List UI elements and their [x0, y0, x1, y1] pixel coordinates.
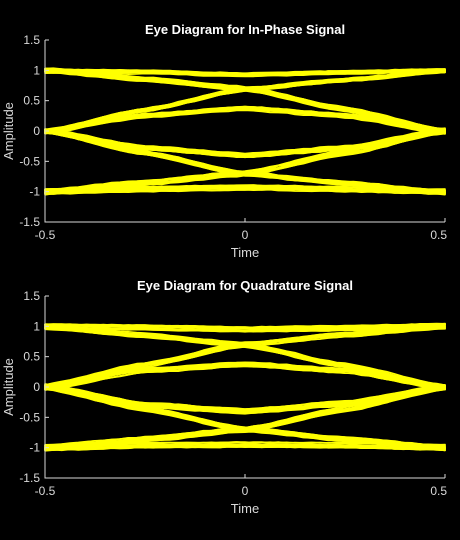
in-phase-series-0 — [44, 67, 446, 78]
in-phase-x-tick-label: 0 — [242, 228, 249, 242]
quadrature-ticks: -1.5 -1 -0.5 0 0.5 1 1.5 -0.5 0 0.5 — [19, 289, 447, 498]
in-phase-x-tick-label: 0.5 — [430, 228, 447, 242]
quadrature-trace-line — [44, 361, 446, 387]
quadrature-x-tick-label: -0.5 — [35, 484, 56, 498]
in-phase-trace-line — [44, 129, 446, 156]
in-phase-x-tick-label: -0.5 — [35, 228, 56, 242]
in-phase-eye-panel: Eye Diagram for In-Phase Signal -1.5 -1 -0… — [1, 22, 447, 260]
in-phase-trace-line — [44, 106, 446, 132]
in-phase-trace-line — [44, 108, 446, 134]
in-phase-series-7 — [44, 184, 446, 195]
quadrature-x-tick-label: 0.5 — [430, 484, 447, 498]
in-phase-y-axis-label: Amplitude — [1, 102, 16, 160]
in-phase-y-tick-label: -1 — [29, 185, 40, 199]
quadrature-trace-line — [44, 324, 446, 387]
quadrature-x-tick-label: 0 — [242, 484, 249, 498]
quadrature-y-tick-label: 1 — [33, 319, 40, 333]
quadrature-trace-line — [44, 441, 446, 447]
quadrature-series-7 — [44, 441, 446, 452]
in-phase-trace-line — [44, 187, 446, 194]
in-phase-series-3 — [44, 105, 446, 135]
in-phase-trace-line — [44, 186, 446, 193]
in-phase-x-axis-label: Time — [231, 245, 259, 260]
quadrature-y-tick-label: 1.5 — [23, 289, 40, 303]
in-phase-y-tick-label: 0.5 — [23, 94, 40, 108]
quadrature-trace-line — [44, 323, 446, 329]
quadrature-trace-line — [44, 325, 446, 389]
in-phase-trace-line — [44, 70, 446, 132]
quadrature-traces — [44, 322, 446, 452]
in-phase-y-tick-label: 0 — [33, 124, 40, 138]
quadrature-trace-line — [44, 385, 446, 412]
quadrature-chart-title: Eye Diagram for Quadrature Signal — [137, 278, 353, 293]
quadrature-eye-panel: Eye Diagram for Quadrature Signal -1.5-1… — [1, 278, 447, 516]
quadrature-trace-line — [44, 444, 446, 450]
in-phase-y-tick-label: 1 — [33, 63, 40, 77]
quadrature-trace-line — [44, 383, 446, 411]
quadrature-y-tick-label: 0.5 — [23, 350, 40, 364]
in-phase-y-tick-label: -0.5 — [19, 154, 40, 168]
in-phase-ticks: -1.5 -1 -0.5 0 0.5 1 1.5 -0.5 0 0.5 — [19, 33, 447, 242]
in-phase-chart-title: Eye Diagram for In-Phase Signal — [145, 22, 345, 37]
quadrature-series-0 — [44, 322, 446, 333]
quadrature-y-axis-label: Amplitude — [1, 358, 16, 416]
quadrature-y-tick-label: -0.5 — [19, 410, 40, 424]
quadrature-trace-line — [44, 362, 446, 389]
quadrature-trace-line — [44, 443, 446, 449]
in-phase-y-tick-label: 1.5 — [23, 33, 40, 47]
in-phase-series-4 — [44, 128, 446, 159]
quadrature-series-3 — [44, 361, 446, 391]
in-phase-y-tick-label: -1.5 — [19, 215, 40, 229]
quadrature-x-axis-label: Time — [231, 501, 259, 516]
quadrature-y-tick-label: -1.5 — [19, 471, 40, 485]
in-phase-trace-line — [44, 127, 446, 191]
quadrature-trace-line — [44, 384, 446, 446]
in-phase-trace-line — [44, 67, 446, 75]
quadrature-y-tick-label: -1 — [29, 441, 40, 455]
in-phase-trace-line — [44, 188, 446, 195]
quadrature-y-tick-label: 0 — [33, 380, 40, 394]
in-phase-traces — [44, 67, 446, 196]
in-phase-series-6 — [44, 127, 446, 196]
in-phase-trace-line — [44, 69, 446, 77]
